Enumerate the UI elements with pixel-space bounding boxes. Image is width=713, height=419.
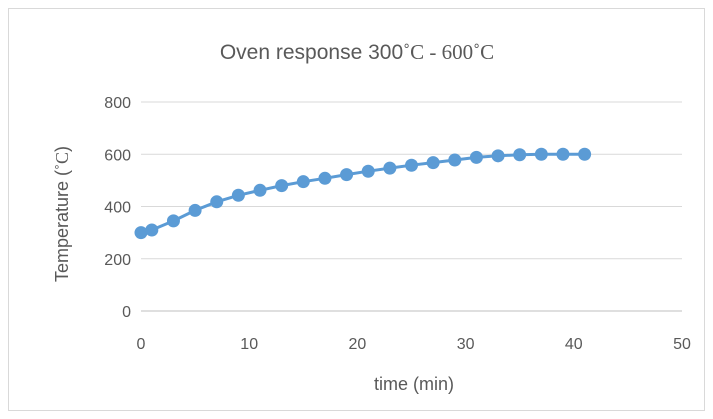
x-tick-labels: 0 10 20 30 40 50 — [137, 336, 691, 353]
data-point — [534, 147, 548, 161]
x-tick-label: 0 — [137, 336, 146, 353]
data-point — [556, 147, 570, 161]
data-point — [426, 156, 440, 170]
data-point — [231, 188, 245, 202]
line-chart: Oven response 300˚C - 600˚C 020040060080… — [52, 40, 691, 394]
chart-title: Oven response 300˚C - 600˚C — [220, 40, 494, 64]
data-point — [383, 161, 397, 175]
data-point — [361, 164, 375, 178]
data-point — [253, 183, 267, 197]
data-point — [275, 179, 289, 193]
data-point — [340, 168, 354, 182]
data-point — [578, 147, 592, 161]
x-axis-title: time (min) — [374, 374, 454, 394]
chart-frame: Oven response 300˚C - 600˚C 0 200 400 600 80… — [8, 8, 705, 411]
y-axis-title-unit: ˚C — [52, 152, 72, 170]
y-tick-label: 0 — [122, 304, 131, 321]
data-point — [188, 203, 202, 217]
chart-title-main: Oven response 300 — [220, 41, 403, 64]
data-point — [210, 195, 224, 209]
y-tick-label: 400 — [104, 200, 131, 217]
data-point — [513, 148, 527, 162]
series-line — [140, 152, 585, 235]
data-point — [469, 150, 483, 164]
y-axis-title: Temperature (˚C) — [52, 146, 72, 282]
data-point — [491, 149, 505, 163]
x-tick-label: 10 — [240, 336, 258, 353]
y-tick-label: 800 — [104, 95, 131, 112]
data-point — [145, 223, 159, 237]
data-point — [166, 214, 180, 228]
y-tick-label: 600 — [104, 147, 131, 164]
y-tick-label: 200 — [104, 252, 131, 269]
chart-title-units: ˚C - 600˚C — [403, 40, 494, 64]
y-axis-title-close: ) — [52, 146, 72, 152]
y-axis-title-main: Temperature ( — [52, 170, 72, 282]
series-markers — [134, 147, 592, 240]
gridlines — [141, 101, 682, 312]
y-tick-labels: 0 200 400 600 800 — [104, 95, 131, 321]
x-tick-label: 50 — [673, 336, 691, 353]
data-point — [296, 175, 310, 189]
data-point — [134, 226, 148, 240]
x-tick-label: 20 — [349, 336, 367, 353]
x-tick-label: 30 — [457, 336, 475, 353]
data-point — [405, 158, 418, 172]
data-point — [318, 171, 332, 185]
x-tick-label: 40 — [565, 336, 583, 353]
data-point — [448, 153, 462, 167]
